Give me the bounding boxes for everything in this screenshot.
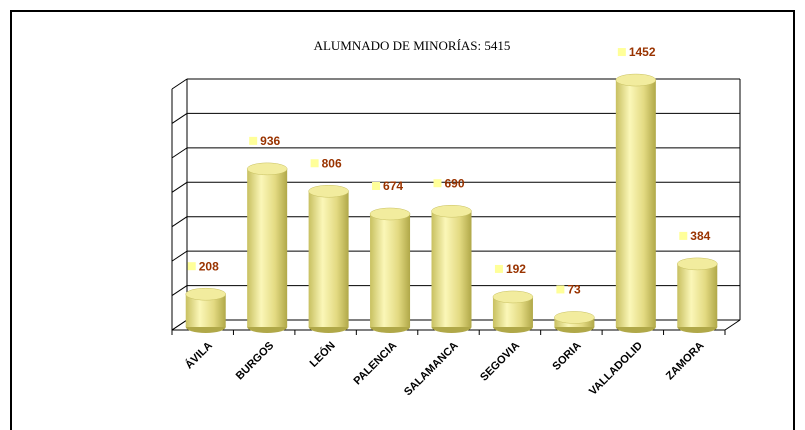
- value-key: [494, 264, 503, 273]
- value-key: [249, 136, 258, 145]
- value-key: [617, 48, 626, 57]
- grid-line-side: [171, 113, 188, 124]
- grid-line-side: [171, 147, 188, 159]
- value-key: [187, 262, 196, 271]
- bar-top: [369, 207, 411, 221]
- bar: [247, 168, 288, 327]
- bar-top: [677, 257, 718, 271]
- value-key: [310, 159, 319, 168]
- bar-top: [492, 290, 534, 304]
- value-label: 1452: [629, 45, 656, 59]
- bar: [308, 191, 349, 327]
- value-key: [433, 179, 442, 188]
- grid-line-side: [171, 216, 188, 228]
- value-label: 674: [383, 179, 403, 193]
- value-key: [556, 285, 565, 294]
- value-key: [372, 181, 381, 190]
- value-label: 192: [506, 262, 526, 276]
- grid-line-side: [171, 181, 188, 193]
- value-key: [679, 231, 688, 240]
- floor-right: [724, 319, 741, 331]
- bar: [615, 80, 656, 327]
- bar-top: [615, 73, 657, 87]
- value-label: 384: [690, 229, 710, 243]
- bar: [370, 213, 411, 327]
- value-label: 936: [260, 134, 280, 148]
- value-label: 73: [567, 283, 581, 297]
- value-label: 208: [199, 259, 219, 273]
- bar-top: [554, 311, 595, 324]
- bar-top: [246, 162, 288, 176]
- chart-title: ALUMNADO DE MINORÍAS: 5415: [314, 38, 511, 53]
- grid-line-side: [171, 285, 188, 296]
- bar: [431, 211, 472, 327]
- grid-line-side: [171, 78, 188, 90]
- bar: [677, 263, 718, 327]
- value-label: 806: [322, 156, 342, 170]
- bar-top: [308, 185, 349, 198]
- grid-line-side: [171, 250, 188, 262]
- value-label: 690: [445, 176, 465, 190]
- bar-top: [431, 204, 472, 218]
- bar-top: [185, 287, 226, 301]
- grid-line-side: [171, 319, 188, 331]
